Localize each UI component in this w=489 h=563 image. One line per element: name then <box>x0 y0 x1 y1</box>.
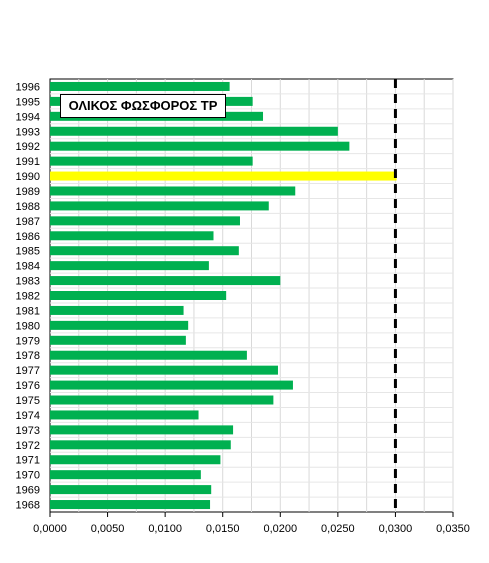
bar-1971 <box>50 455 221 465</box>
y-tick-label-1995: 1995 <box>16 96 40 108</box>
y-tick-label-1974: 1974 <box>16 410 40 422</box>
bar-1974 <box>50 410 199 420</box>
bar-1986 <box>50 231 214 241</box>
bar-1990 <box>50 171 397 181</box>
bar-1979 <box>50 335 186 345</box>
y-tick-label-1989: 1989 <box>16 186 40 198</box>
bar-1991 <box>50 156 253 166</box>
y-tick-label-1991: 1991 <box>16 156 40 168</box>
y-tick-label-1988: 1988 <box>16 201 40 213</box>
x-axis: 0,0000 0,0050 0,0100 0,0150 0,0200 0,0250 0,03… <box>33 512 470 535</box>
bar-1985 <box>50 246 239 256</box>
y-tick-label-1987: 1987 <box>16 216 40 228</box>
y-tick-label-1996: 1996 <box>16 81 40 93</box>
y-tick-label-1978: 1978 <box>16 350 40 362</box>
y-tick-label-1976: 1976 <box>16 380 40 392</box>
x-tick-label-3: 0,0150 <box>206 523 240 535</box>
bar-1992 <box>50 141 350 151</box>
y-tick-label-1969: 1969 <box>16 485 40 497</box>
y-tick-label-1979: 1979 <box>16 335 40 347</box>
chart-title: ΟΛΙΚΟΣ ΦΩΣΦΟΡΟΣ TP <box>60 94 226 118</box>
y-tick-label-1981: 1981 <box>16 305 40 317</box>
y-tick-label-1983: 1983 <box>16 276 40 288</box>
y-tick-label-1972: 1972 <box>16 440 40 452</box>
bar-1973 <box>50 425 234 435</box>
bar-1970 <box>50 470 201 480</box>
bar-1972 <box>50 440 231 450</box>
bar-1976 <box>50 380 293 390</box>
bar-1989 <box>50 186 296 196</box>
y-tick-label-1971: 1971 <box>16 455 40 467</box>
y-axis: 1968 1969 1970 1971 1972 1973 1974 1975 1976 1977… <box>16 81 40 511</box>
y-tick-label-1975: 1975 <box>16 395 40 407</box>
bar-1982 <box>50 291 227 300</box>
y-tick-label-1973: 1973 <box>16 425 40 437</box>
bar-1969 <box>50 485 212 495</box>
bar-1981 <box>50 305 184 315</box>
y-tick-label-1986: 1986 <box>16 231 40 243</box>
y-tick-label-1990: 1990 <box>16 171 40 183</box>
bar-1978 <box>50 350 247 360</box>
y-tick-label-1994: 1994 <box>16 111 40 123</box>
bar-1975 <box>50 395 274 405</box>
bar-1980 <box>50 320 189 330</box>
x-tick-label-5: 0,0250 <box>321 523 355 535</box>
y-tick-label-1985: 1985 <box>16 246 40 258</box>
y-tick-label-1968: 1968 <box>16 500 40 512</box>
x-tick-label-6: 0,0300 <box>379 523 413 535</box>
bar-1984 <box>50 261 209 271</box>
bar-1987 <box>50 216 240 226</box>
bar-1996 <box>50 81 230 91</box>
y-tick-label-1980: 1980 <box>16 320 40 332</box>
x-tick-label-1: 0,0050 <box>91 523 125 535</box>
bar-1983 <box>50 276 281 286</box>
bar-1977 <box>50 365 278 375</box>
y-tick-label-1992: 1992 <box>16 141 40 153</box>
y-tick-label-1977: 1977 <box>16 365 40 377</box>
bar-1988 <box>50 201 269 211</box>
y-tick-label-1982: 1982 <box>16 291 40 303</box>
x-tick-label-4: 0,0200 <box>263 523 297 535</box>
x-tick-label-0: 0,0000 <box>33 523 67 535</box>
x-tick-label-2: 0,0100 <box>148 523 182 535</box>
y-tick-label-1970: 1970 <box>16 470 40 482</box>
bar-1993 <box>50 126 338 136</box>
bar-1968 <box>50 500 211 510</box>
x-tick-label-7: 0,0350 <box>436 523 470 535</box>
y-tick-label-1993: 1993 <box>16 126 40 138</box>
grid <box>50 79 454 512</box>
y-tick-label-1984: 1984 <box>16 261 40 273</box>
